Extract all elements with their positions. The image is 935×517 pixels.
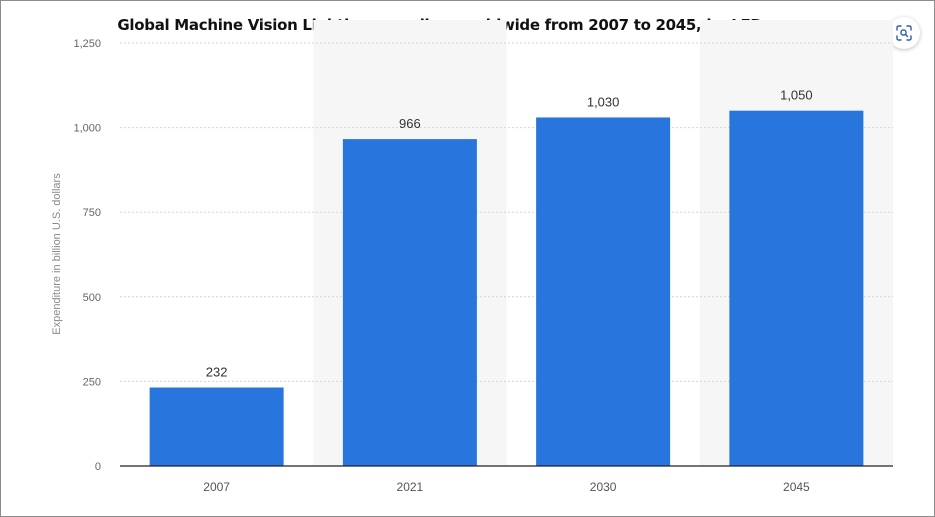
bar-2021[interactable] bbox=[342, 139, 477, 467]
data-label: 966 bbox=[399, 116, 421, 131]
bar-2007[interactable] bbox=[149, 387, 284, 466]
y-axis-label: Expenditure in billion U.S. dollars bbox=[51, 173, 63, 335]
x-tick-label: 2007 bbox=[203, 480, 230, 494]
x-tick-label: 2030 bbox=[590, 480, 617, 494]
bar-2045[interactable] bbox=[729, 110, 864, 467]
y-tick-label: 1,250 bbox=[73, 38, 101, 50]
y-tick-label: 1,000 bbox=[73, 123, 101, 135]
bar-2030[interactable] bbox=[536, 117, 671, 466]
y-tick-label: 750 bbox=[83, 207, 101, 219]
data-label: 1,050 bbox=[780, 88, 813, 103]
x-tick-label: 2045 bbox=[783, 480, 810, 494]
x-tick-label: 2021 bbox=[397, 480, 424, 494]
visual-search-button[interactable] bbox=[888, 17, 920, 49]
data-label: 1,030 bbox=[587, 94, 620, 109]
y-tick-label: 0 bbox=[95, 461, 101, 473]
y-tick-label: 250 bbox=[83, 376, 101, 388]
data-label: 232 bbox=[206, 364, 228, 379]
y-tick-label: 500 bbox=[83, 292, 101, 304]
scan-search-icon bbox=[896, 25, 912, 41]
